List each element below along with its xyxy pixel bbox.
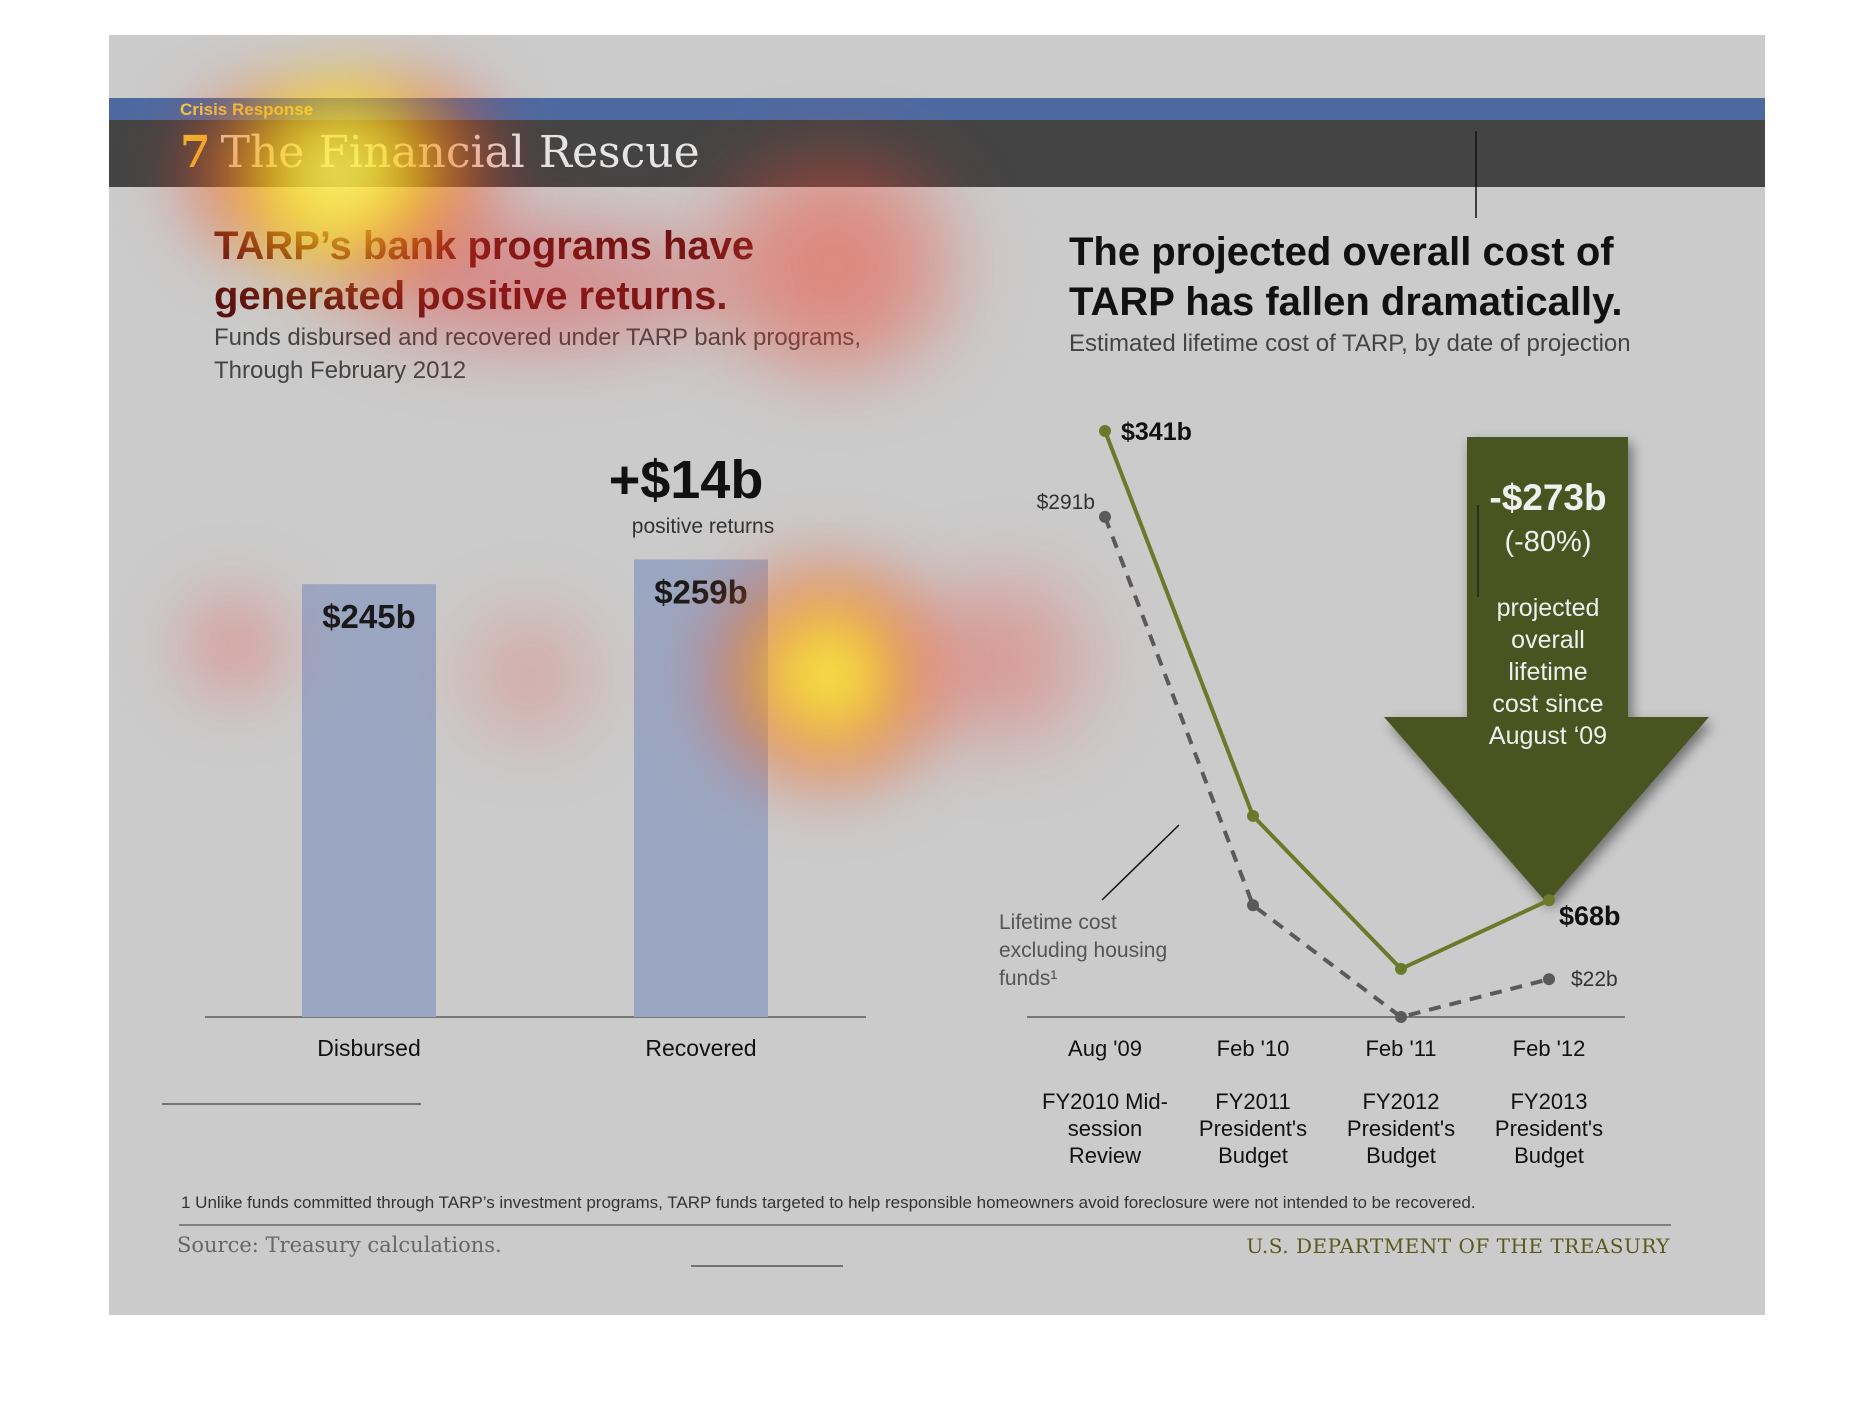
series-point <box>1247 899 1259 912</box>
annotation-leader <box>1101 824 1180 901</box>
charts-canvas: $245b Disbursed $259b Recovered +$14b positiv… <box>162 131 1709 1267</box>
x-sub-label: FY2011 <box>1215 1089 1290 1114</box>
x-sub-label: FY2012 <box>1362 1089 1439 1114</box>
point-label: $341b <box>1121 418 1192 446</box>
bar-recovered <box>634 559 768 1017</box>
series-line-total <box>1103 430 1550 972</box>
left-title-line2: generated positive returns. <box>214 274 728 318</box>
x-sub-label: Budget <box>1218 1143 1288 1168</box>
arrow-text-line: projected <box>1497 594 1600 622</box>
arrow-text-line: lifetime <box>1508 658 1587 686</box>
series-line-excl-housing <box>1103 516 1550 1020</box>
point-label: $68b <box>1559 901 1621 931</box>
point-label: $22b <box>1571 968 1618 991</box>
x-sub-label: President's <box>1199 1116 1307 1141</box>
annotation-text: funds¹ <box>999 967 1057 990</box>
callout-value: +$14b <box>609 450 764 510</box>
callout-label: positive returns <box>632 515 774 538</box>
x-sub-label: Budget <box>1514 1143 1584 1168</box>
annotation-text: Lifetime cost <box>999 911 1117 934</box>
footnote: 1 Unlike funds committed through TARP’s … <box>181 1193 1476 1212</box>
left-sub-line2: Through February 2012 <box>214 357 467 384</box>
slide: Crisis Response 7 The Financial Rescue TA… <box>109 35 1765 1315</box>
right-chart-title: The projected overall cost of TARP has f… <box>1069 227 1623 327</box>
x-tick-label: Feb '12 <box>1513 1036 1586 1061</box>
source-note: Source: Treasury calculations. <box>177 1233 502 1257</box>
x-sub-label: Review <box>1069 1143 1141 1168</box>
bar-data-label: $245b <box>322 598 416 635</box>
right-title-line2: TARP has fallen dramatically. <box>1069 280 1623 324</box>
x-sub-label: President's <box>1495 1116 1603 1141</box>
bar-data-label: $259b <box>654 573 748 610</box>
bar-category-label: Recovered <box>645 1035 756 1061</box>
bar-disbursed <box>302 584 436 1017</box>
x-sub-label: President's <box>1347 1116 1455 1141</box>
series-point <box>1395 962 1407 975</box>
reduction-arrow <box>1384 437 1709 903</box>
x-tick-label: Aug '09 <box>1068 1036 1142 1061</box>
arrow-percent: (-80%) <box>1504 526 1591 558</box>
right-chart-subtitle: Estimated lifetime cost of TARP, by date… <box>1069 330 1631 357</box>
series-point <box>1543 894 1555 907</box>
arrow-text-line: cost since <box>1492 690 1603 718</box>
arrow-text-line: overall <box>1511 626 1585 654</box>
annotation-text: excluding housing <box>999 939 1167 962</box>
x-sub-label: FY2013 <box>1510 1089 1587 1114</box>
x-tick-label: Feb '11 <box>1365 1036 1436 1061</box>
x-sub-label: session <box>1068 1116 1143 1141</box>
bar-category-label: Disbursed <box>317 1035 421 1061</box>
agency-wordmark: U.S. DEPARTMENT OF THE TREASURY <box>1246 1234 1670 1258</box>
series-point <box>1395 1011 1407 1023</box>
x-sub-label: FY2010 Mid- <box>1042 1089 1168 1114</box>
x-tick-label: Feb '10 <box>1217 1036 1290 1061</box>
arrow-value: -$273b <box>1489 477 1606 518</box>
point-label: $291b <box>1037 491 1095 514</box>
series-point <box>1543 973 1555 986</box>
x-sub-label: Budget <box>1366 1143 1436 1168</box>
series-point <box>1247 809 1259 822</box>
right-title-line1: The projected overall cost of <box>1069 230 1614 274</box>
arrow-text-line: August ‘09 <box>1489 722 1607 750</box>
series-point <box>1099 510 1111 523</box>
series-point <box>1099 425 1111 437</box>
